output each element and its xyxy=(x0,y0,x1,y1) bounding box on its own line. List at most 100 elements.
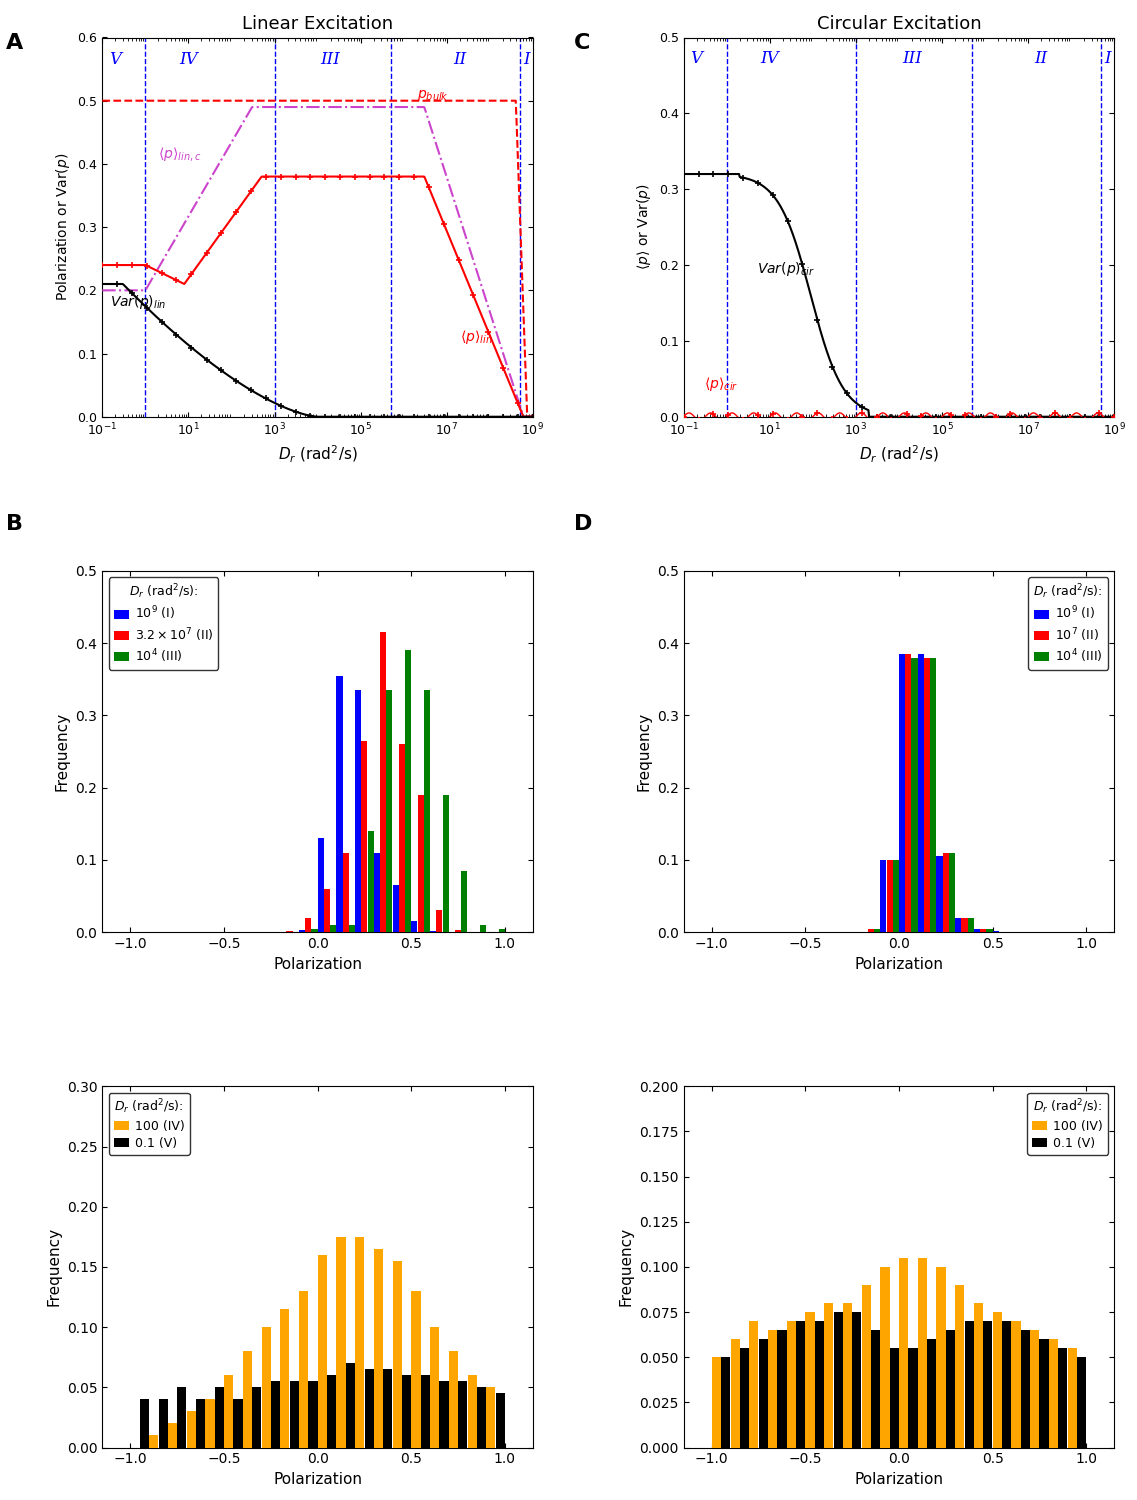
Text: A: A xyxy=(6,33,23,53)
Bar xyxy=(412,1292,421,1448)
Bar xyxy=(330,926,337,932)
Bar xyxy=(805,1312,814,1448)
Y-axis label: Frequency: Frequency xyxy=(55,712,69,791)
Bar xyxy=(930,657,937,932)
Bar xyxy=(233,1400,242,1447)
Bar xyxy=(824,1304,833,1448)
Bar xyxy=(758,1340,767,1448)
Bar xyxy=(905,654,912,932)
X-axis label: Polarization: Polarization xyxy=(855,1472,944,1486)
Bar xyxy=(476,1388,485,1448)
Legend: $10^9$ (I), $10^7$ (II), $10^4$ (III): $10^9$ (I), $10^7$ (II), $10^4$ (III) xyxy=(1029,578,1109,670)
Bar xyxy=(880,859,887,932)
Bar xyxy=(399,744,405,932)
Bar xyxy=(974,928,980,932)
Bar xyxy=(458,1382,467,1448)
Bar xyxy=(767,1330,778,1448)
Y-axis label: Frequency: Frequency xyxy=(637,712,652,791)
Bar xyxy=(874,928,880,932)
Bar xyxy=(893,859,899,932)
Bar xyxy=(243,1352,252,1448)
Bar xyxy=(927,1340,936,1448)
Y-axis label: Frequency: Frequency xyxy=(619,1227,633,1306)
Bar xyxy=(355,1238,364,1448)
Bar xyxy=(937,1268,946,1448)
Bar xyxy=(1002,1322,1011,1448)
Bar xyxy=(349,926,355,932)
Bar xyxy=(281,1310,290,1448)
Bar xyxy=(749,1322,758,1448)
Bar xyxy=(437,910,442,932)
Bar xyxy=(374,1250,383,1448)
Text: B: B xyxy=(6,514,23,534)
Bar xyxy=(462,870,467,932)
Text: C: C xyxy=(574,33,590,53)
Bar xyxy=(974,1304,984,1448)
Bar xyxy=(290,1382,299,1448)
Bar xyxy=(964,1322,973,1448)
Bar xyxy=(140,1400,149,1447)
Bar xyxy=(449,1352,458,1448)
Bar xyxy=(899,654,905,932)
Bar xyxy=(158,1400,168,1447)
Bar xyxy=(149,1436,158,1448)
Bar xyxy=(467,1376,476,1448)
Bar xyxy=(962,918,968,932)
Bar xyxy=(402,1376,412,1448)
Bar xyxy=(324,890,330,932)
Bar xyxy=(993,1312,1002,1448)
Bar xyxy=(778,1330,787,1448)
Bar xyxy=(740,1348,749,1448)
Text: I: I xyxy=(1104,51,1111,68)
X-axis label: Polarization: Polarization xyxy=(273,957,362,972)
Title: Circular Excitation: Circular Excitation xyxy=(816,15,981,33)
Bar xyxy=(721,1358,730,1448)
Bar xyxy=(362,741,367,932)
Text: III: III xyxy=(902,51,922,68)
Bar xyxy=(796,1322,805,1448)
Bar xyxy=(417,795,424,932)
Legend: 100 (IV), 0.1 (V): 100 (IV), 0.1 (V) xyxy=(108,1092,190,1155)
Bar xyxy=(206,1400,215,1447)
Bar xyxy=(262,1328,271,1448)
Legend: 100 (IV), 0.1 (V): 100 (IV), 0.1 (V) xyxy=(1027,1092,1109,1155)
Bar xyxy=(430,1328,439,1448)
Bar xyxy=(365,1370,374,1448)
Bar xyxy=(887,859,893,932)
Bar xyxy=(367,831,374,932)
Text: $p_{bulk}$: $p_{bulk}$ xyxy=(417,87,449,102)
Text: II: II xyxy=(1035,51,1047,68)
Bar xyxy=(337,1238,346,1448)
Bar xyxy=(196,1400,205,1447)
Bar xyxy=(918,1258,927,1448)
Text: V: V xyxy=(109,51,122,69)
Bar xyxy=(868,928,874,932)
Bar xyxy=(224,1376,233,1448)
Bar xyxy=(853,1312,862,1448)
Bar xyxy=(862,1286,871,1448)
X-axis label: $D_r$ (rad$^2$/s): $D_r$ (rad$^2$/s) xyxy=(860,444,939,465)
Bar xyxy=(299,930,305,932)
Bar xyxy=(987,928,993,932)
Bar xyxy=(317,1256,327,1448)
Y-axis label: $\langle p \rangle$ or Var($p$): $\langle p \rangle$ or Var($p$) xyxy=(636,183,654,270)
Text: V: V xyxy=(690,51,703,68)
Text: I: I xyxy=(523,51,530,69)
Bar xyxy=(374,852,380,932)
Bar xyxy=(299,1292,308,1448)
Bar xyxy=(215,1388,224,1448)
Title: Linear Excitation: Linear Excitation xyxy=(242,15,393,33)
Bar xyxy=(1030,1330,1039,1448)
Bar xyxy=(984,1322,993,1448)
Bar xyxy=(317,839,324,932)
Text: $Var(p)_{lin}$: $Var(p)_{lin}$ xyxy=(110,292,166,310)
Bar xyxy=(943,852,948,932)
Bar xyxy=(499,928,505,932)
Bar xyxy=(312,928,317,932)
Bar xyxy=(327,1376,337,1448)
Bar xyxy=(908,1348,918,1448)
Bar xyxy=(787,1322,796,1448)
Bar xyxy=(439,1382,449,1448)
Text: $Var(p)_{cir}$: $Var(p)_{cir}$ xyxy=(757,260,815,278)
Bar xyxy=(899,1258,908,1448)
